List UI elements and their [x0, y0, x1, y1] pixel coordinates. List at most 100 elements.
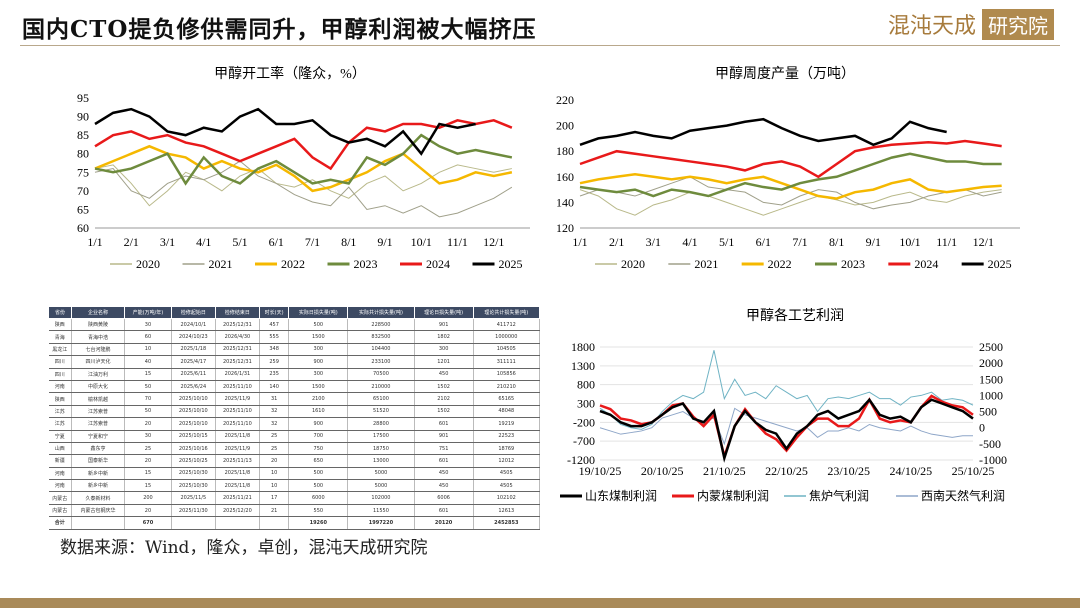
table-cell: 6000	[288, 491, 349, 505]
table-cell: 内蒙古	[48, 491, 72, 505]
x-tick-label: 2/1	[124, 235, 139, 249]
table-cell: 2025/11/8	[215, 467, 260, 481]
table-cell: 20	[124, 504, 172, 518]
table-cell: 65100	[347, 392, 415, 406]
table-row: 合计 670 19260 1997220 20120 2452853	[48, 516, 541, 530]
table-cell: 411712	[473, 318, 541, 332]
table-cell: 32	[259, 417, 290, 431]
table-cell: 105856	[473, 368, 541, 381]
column-header: 省份	[48, 306, 72, 319]
y-tick-label: 1800	[571, 340, 595, 354]
x-tick-label: 2/1	[609, 235, 624, 249]
chart-title: 甲醇周度产量（万吨）	[715, 65, 855, 82]
legend-label: 焦炉气利润	[809, 488, 869, 503]
series-line	[599, 397, 974, 463]
table-row: 江苏 江苏索普 20 2025/10/10 2025/11/10 32 900 28800 60…	[48, 417, 541, 431]
maintenance-table: 省份 企业名称 产能(万吨/年) 检修起始日 检修结束日 时长(天) 实际日损失量(吨) 实际…	[48, 306, 541, 530]
table-cell: 2025/12/20	[215, 504, 260, 518]
table-cell: 601	[414, 504, 474, 518]
y-tick-label: 95	[77, 91, 89, 105]
table-cell: 210000	[347, 380, 415, 394]
table-row: 陕西 榆林凯越 70 2025/10/10 2025/11/9 31 2100 65100 21…	[48, 392, 541, 406]
table-cell: 550	[288, 504, 349, 518]
y2-tick-label: 2500	[979, 340, 1003, 354]
y-tick-label: -1200	[567, 453, 595, 467]
table-cell: 751	[414, 442, 474, 456]
table-cell: 12012	[473, 454, 541, 468]
table-cell: 合计	[48, 516, 72, 530]
x-tick-label: 25/10/25	[952, 464, 995, 478]
table-cell: 2452853	[473, 516, 541, 530]
series-line-2020	[579, 189, 1002, 216]
table-cell: 10	[124, 343, 172, 357]
series-line-2021	[94, 160, 513, 218]
table-cell: 2026/1/31	[215, 368, 260, 381]
y-tick-label: 85	[77, 128, 89, 142]
table-cell: 2102	[414, 392, 474, 406]
table-cell: 19219	[473, 417, 541, 431]
logo: 混沌天成 研究院	[888, 8, 1054, 40]
table-cell: 19260	[288, 516, 349, 530]
table-row: 宁夏 宁夏和宁 30 2025/10/15 2025/11/8 25 700 17500 901…	[48, 430, 541, 443]
table-cell: 12613	[473, 504, 541, 518]
table-cell: 2025/10/30	[171, 467, 216, 481]
weekly-output-chart: 甲醇周度产量（万吨） 120 140 160 180 200 220 1/1 2/1 3/1 4/1…	[556, 65, 1020, 271]
table-cell: 1500	[288, 380, 349, 394]
table-cell: 200	[124, 491, 172, 505]
x-tick-label: 5/1	[232, 235, 247, 249]
column-header: 企业名称	[70, 306, 126, 319]
table-cell: 15	[124, 467, 172, 481]
table-cell: 2025/12/31	[215, 343, 260, 357]
table-row: 黑龙江 七台河隆鹏 10 2025/1/18 2025/12/31 348 300 10440…	[48, 343, 541, 357]
table-cell: 20	[124, 417, 172, 431]
table-cell: 300	[288, 343, 349, 357]
legend-label: 2024	[914, 257, 938, 271]
y2-tick-label: 0	[979, 421, 985, 435]
table-cell: 2025/11/8	[215, 430, 260, 443]
x-tick-label: 6/1	[269, 235, 284, 249]
legend-label: 2021	[694, 257, 718, 271]
y-tick-label: 220	[556, 93, 574, 107]
table-cell: 陕西	[48, 392, 72, 406]
table-cell: 28800	[347, 417, 415, 431]
x-tick-label: 7/1	[792, 235, 807, 249]
table-cell: 10	[259, 479, 290, 493]
x-tick-label: 19/10/25	[579, 464, 622, 478]
table-cell: 1502	[414, 405, 474, 419]
table-cell: 650	[288, 454, 349, 468]
table-row: 山西 鑫东亨 25 2025/10/16 2025/11/9 25 750 18750 751 1…	[48, 442, 541, 456]
series-line-2023	[94, 133, 513, 186]
table-cell: 140	[259, 380, 290, 394]
legend-label: 2022	[768, 257, 792, 271]
table-cell: 5000	[347, 467, 415, 481]
table-cell: 江苏索普	[71, 405, 126, 419]
table-cell: 2025/10/10	[171, 392, 216, 406]
table-cell: 102102	[473, 491, 541, 505]
column-header: 产能(万吨/年)	[124, 306, 172, 319]
y-tick-label: 70	[77, 184, 89, 198]
table-cell: 259	[259, 355, 290, 369]
table-cell: 2025/11/5	[171, 491, 216, 505]
table-cell: 18769	[473, 442, 541, 456]
table-cell: 15	[124, 368, 172, 381]
table-cell: 2025/11/21	[215, 491, 260, 505]
table-cell: 900	[288, 417, 349, 431]
series-line-2023	[579, 152, 1002, 198]
table-cell: 新乡中新	[71, 467, 126, 481]
table-cell: 228500	[347, 318, 415, 332]
y-tick-label: 1300	[571, 359, 595, 373]
series-line-2025	[94, 107, 476, 156]
table-cell: 黑龙江	[48, 343, 72, 357]
table-cell: 5000	[347, 479, 415, 493]
y-tick-label: 60	[77, 221, 89, 235]
y-tick-label: 65	[77, 202, 89, 216]
table-cell: 2025/10/10	[171, 417, 216, 431]
table-cell	[259, 516, 290, 530]
y-tick-label: -700	[573, 434, 595, 448]
series-line-2025	[579, 117, 947, 147]
table-cell: 65165	[473, 392, 541, 406]
table-cell: 榆林凯越	[71, 392, 126, 406]
table-cell: 2025/10/15	[171, 430, 216, 443]
legend-label: 内蒙煤制利润	[697, 489, 769, 503]
table-cell: 750	[288, 442, 349, 456]
